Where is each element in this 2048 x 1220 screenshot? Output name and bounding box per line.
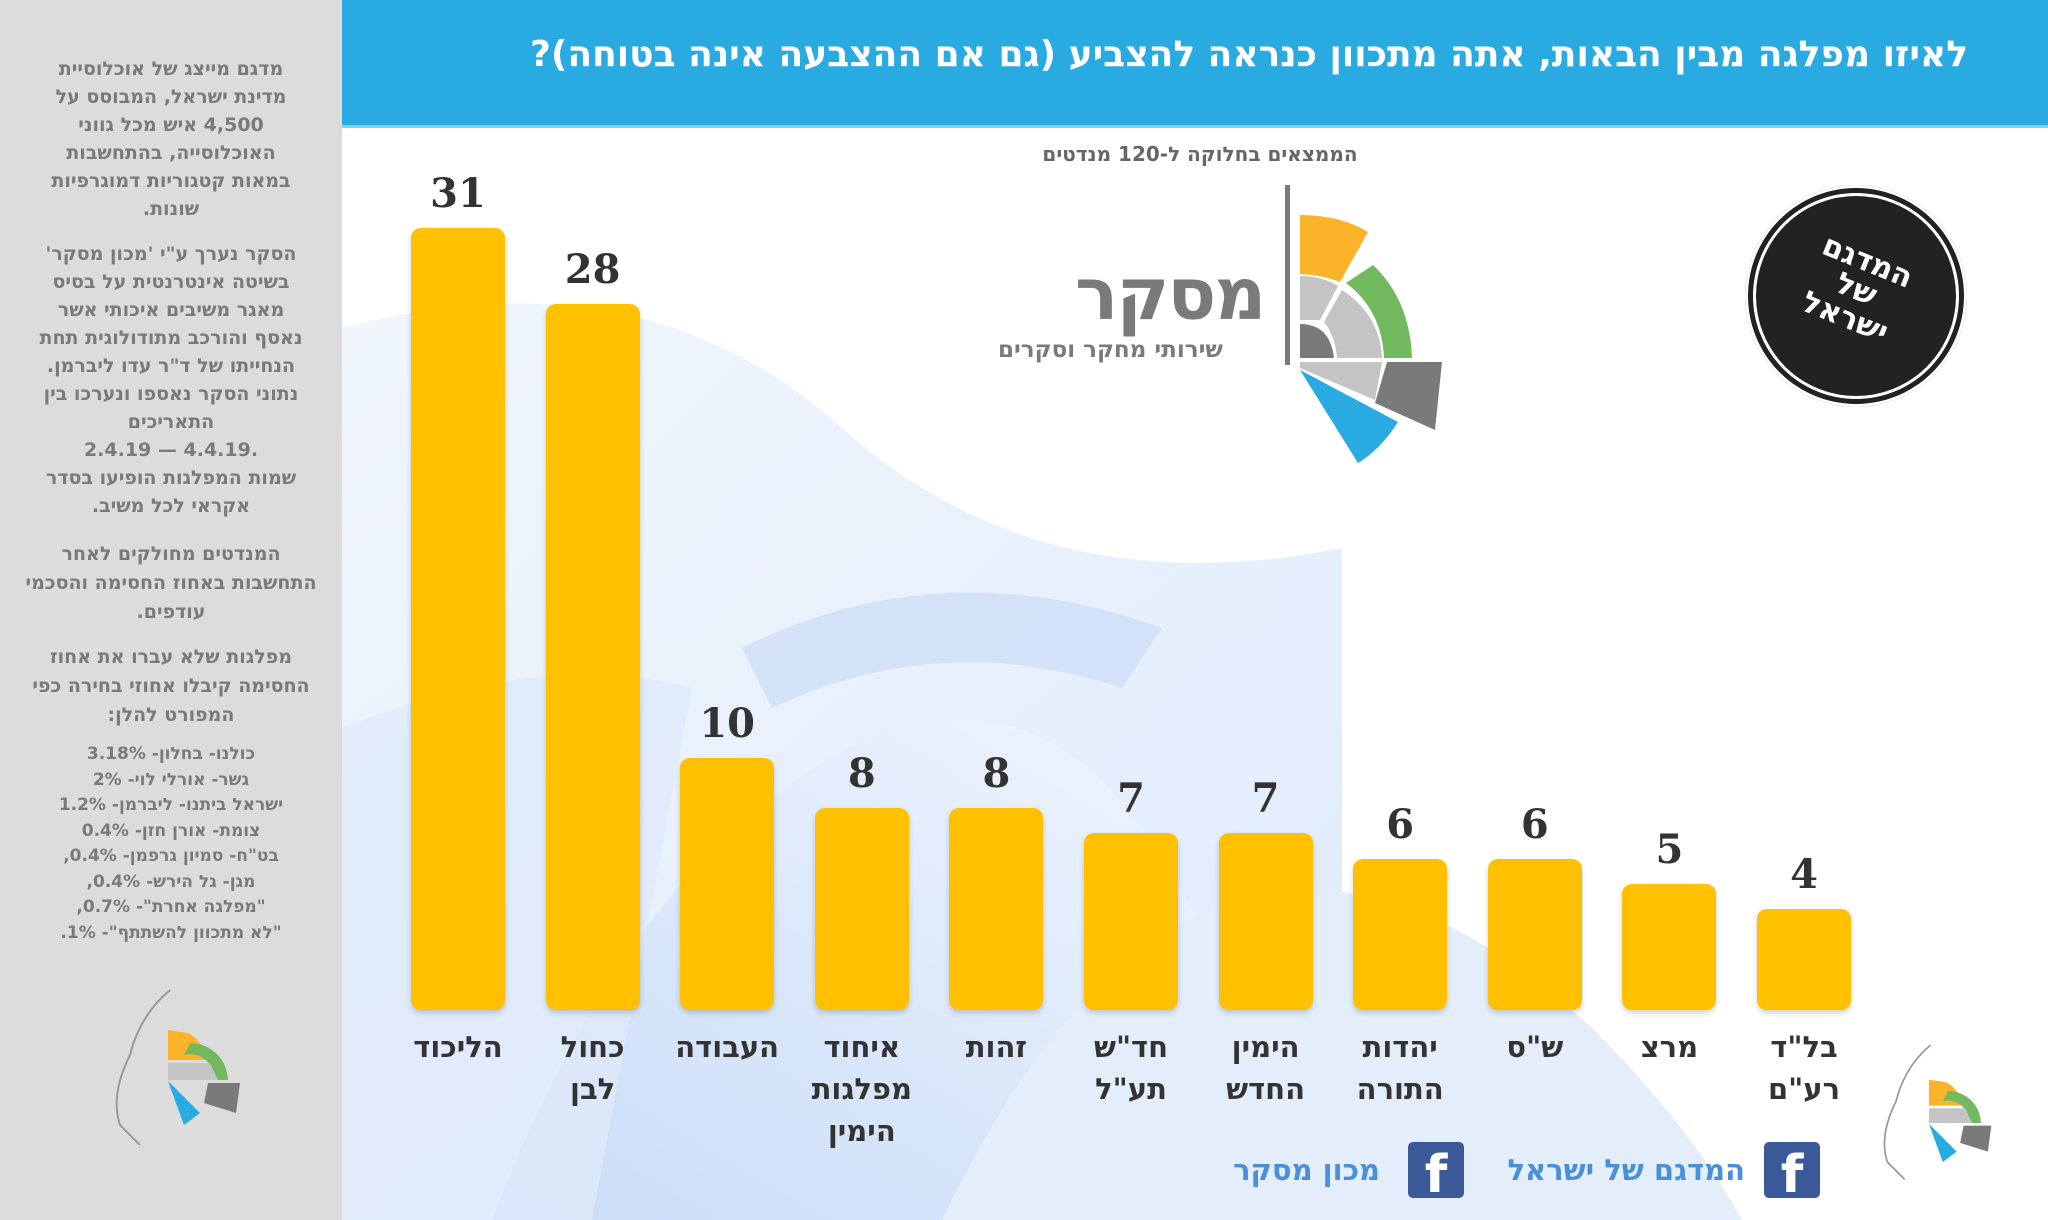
bar [1353,858,1448,1010]
chart-subtitle: הממצאים בחלוקה ל-120 מנדטים [1042,142,1358,166]
value-label: 8 [847,750,876,798]
value-label: 28 [564,245,621,293]
category-label: כחול לבן [560,1030,625,1106]
small-logo-icon [1883,1044,1992,1180]
facebook-icon[interactable]: f [1408,1142,1464,1198]
sample-description: מדגם מייצג של אוכלוסיית מדינת ישראל, המב… [51,58,291,220]
category-label: יהדות התורה [1356,1030,1444,1106]
bar [814,808,909,1010]
bar [1487,858,1582,1010]
threshold-note: מפלגות שלא עברו את אחוז החסימה קיבלו אחו… [32,646,310,726]
category-label: איחוד מפלגות הימין [811,1030,912,1148]
header-bar: לאיזו מפלגה מבין הבאות, אתה מתכוון כנראה… [342,0,2048,128]
bar [545,303,640,1010]
value-label: 6 [1386,800,1415,848]
small-logo-icon [115,989,240,1145]
maskar-logo-name: מסקר [1075,252,1266,336]
chart-title: לאיזו מפלגה מבין הבאות, אתה מתכוון כנראה… [530,34,1968,75]
value-label: 4 [1790,851,1818,899]
methodology-sidebar: מדגם מייצג של אוכלוסיית מדינת ישראל, המב… [0,0,342,1220]
bar [411,228,505,1010]
value-label: 5 [1655,825,1684,873]
badge-ring [1753,193,1959,399]
category-label: ש"ס [1506,1030,1564,1064]
maskar-logo-mark-icon [1285,185,1442,463]
bar [1622,883,1717,1010]
value-label: 31 [430,170,486,217]
hamidgam-badge: המדגם של ישראל [1745,185,1967,407]
category-label: מרצ [1640,1030,1699,1064]
category-label: הימין החדש [1226,1030,1306,1106]
value-label: 6 [1520,800,1549,848]
bar [949,808,1044,1010]
category-label: בל"ד רע"ם [1767,1030,1841,1106]
value-label: 10 [699,699,756,747]
value-label: 7 [1117,775,1145,823]
maskar-logo [980,170,1460,470]
survey-method: הסקר נערך ע"י 'מכון מסקר' בשיטה אינטרנטי… [39,243,303,517]
bar [1218,833,1313,1010]
value-label: 8 [982,750,1011,798]
category-label: זהות [965,1030,1028,1064]
facebook-icon[interactable]: f [1764,1142,1820,1198]
bar [1757,909,1851,1010]
bar [680,757,775,1010]
bar [1084,833,1178,1010]
value-label: 7 [1251,775,1280,823]
facebook-link-hamidgam[interactable]: המדגם של ישראל [1507,1153,1745,1187]
surplus-note: המנדטים מחולקים לאחר התחשבות באחוז החסימ… [25,543,317,623]
facebook-link-maskar[interactable]: מכון מסקר [1233,1153,1380,1187]
category-label: העבודה [675,1030,780,1064]
category-label: הליכוד [413,1030,503,1064]
below-threshold-list: כולנו- בחלון- 3.18% גשר- אורלי לוי- 2% י… [58,744,284,943]
category-label: חד"ש תע"ל [1093,1030,1169,1106]
maskar-logo-tagline: שירותי מחקר וסקרים [998,337,1223,363]
